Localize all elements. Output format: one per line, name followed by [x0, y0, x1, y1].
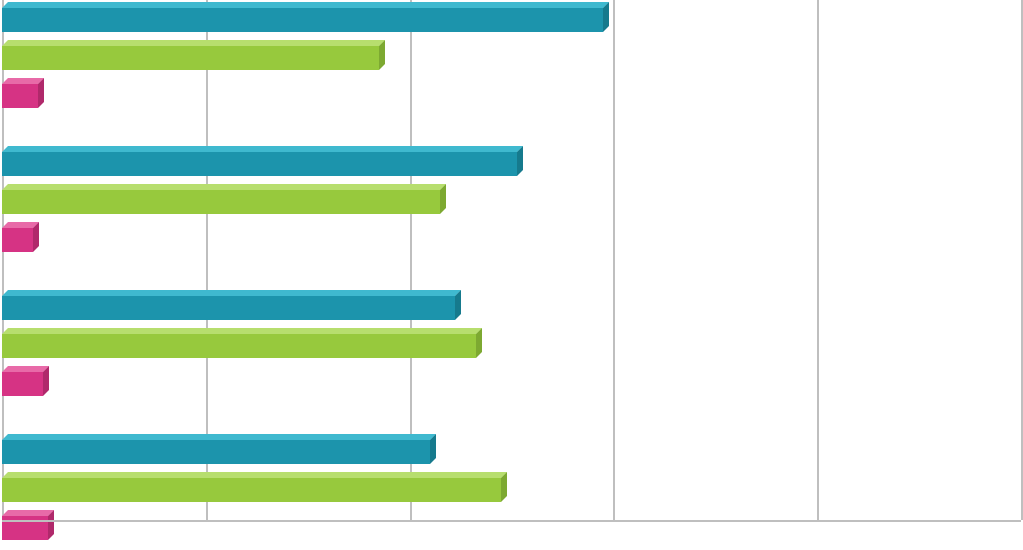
bar-series-b — [2, 328, 482, 358]
bar-side-face — [48, 510, 54, 540]
bar-side-face — [517, 146, 523, 176]
bar-front-face — [2, 372, 43, 396]
bar-series-a — [2, 146, 523, 176]
bar-series-a — [2, 434, 436, 464]
bar-side-face — [501, 472, 507, 502]
bar-front-face — [2, 46, 379, 70]
bar-side-face — [379, 40, 385, 70]
bar-front-face — [2, 440, 430, 464]
bar-front-face — [2, 84, 38, 108]
bar-side-face — [33, 222, 39, 252]
bar-series-c — [2, 222, 39, 252]
bar-front-face — [2, 152, 517, 176]
bar-series-b — [2, 40, 385, 70]
bar-side-face — [43, 366, 49, 396]
bar-series-a — [2, 2, 609, 32]
bar-series-c — [2, 78, 44, 108]
bar-series-b — [2, 184, 446, 214]
bar-front-face — [2, 190, 440, 214]
bar-front-face — [2, 478, 501, 502]
bar-series-a — [2, 290, 461, 320]
horizontal-3d-bar-chart — [0, 0, 1023, 550]
bar-side-face — [603, 2, 609, 32]
axis-baseline — [2, 520, 1021, 522]
bar-front-face — [2, 334, 476, 358]
bar-front-face — [2, 228, 33, 252]
bar-side-face — [476, 328, 482, 358]
bar-series-b — [2, 472, 507, 502]
bar-front-face — [2, 8, 603, 32]
gridline — [817, 0, 819, 520]
bar-side-face — [38, 78, 44, 108]
gridline — [613, 0, 615, 520]
bar-series-c — [2, 366, 49, 396]
bar-series-c — [2, 510, 54, 540]
bar-side-face — [440, 184, 446, 214]
bar-side-face — [430, 434, 436, 464]
bar-side-face — [455, 290, 461, 320]
bar-front-face — [2, 296, 455, 320]
